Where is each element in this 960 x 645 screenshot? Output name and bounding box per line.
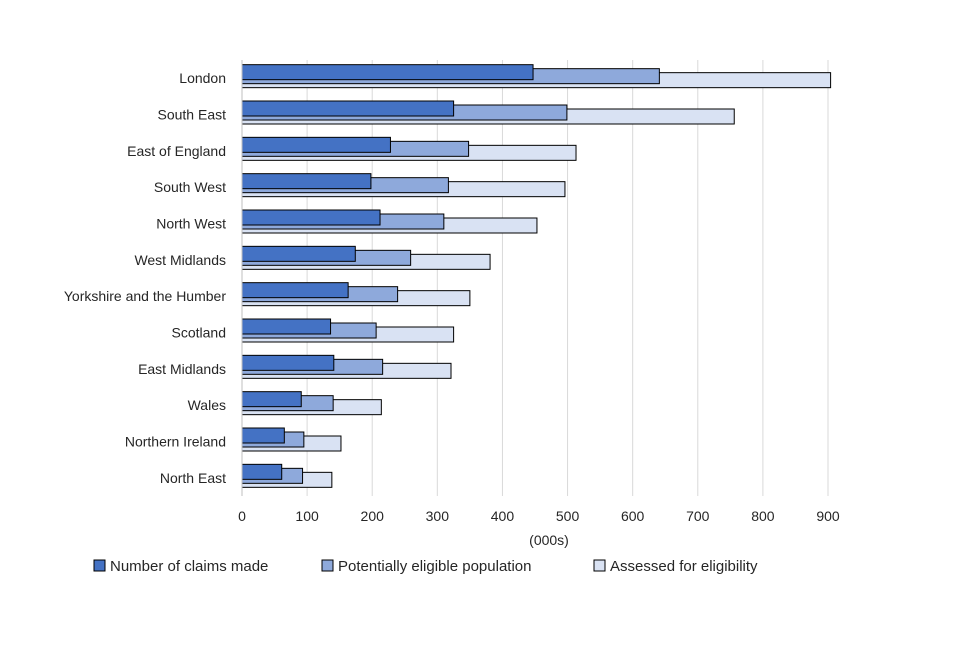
category-label-london: London <box>179 70 226 86</box>
bar-yorkshire-and-the-humber-number-of-claims-made <box>241 282 349 299</box>
category-labels: London South East East of England South Wes… <box>64 70 226 486</box>
x-tick-label-100: 100 <box>295 508 319 524</box>
legend-swatch-assessed-for-eligibility <box>593 559 606 572</box>
legend-label-potentially-eligible-population: Potentially eligible population <box>338 558 531 575</box>
category-label-scotland: Scotland <box>172 325 226 341</box>
x-tick-label-500: 500 <box>556 508 580 524</box>
bar-south-east-number-of-claims-made <box>241 100 455 117</box>
bar-east-of-england-number-of-claims-made <box>241 136 391 153</box>
category-label-northern-ireland: Northern Ireland <box>125 434 226 450</box>
x-tick-label-200: 200 <box>361 508 385 524</box>
x-tick-label-800: 800 <box>751 508 775 524</box>
bar-north-east-number-of-claims-made <box>241 463 283 480</box>
category-label-north-east: North East <box>160 470 226 486</box>
bar-west-midlands-number-of-claims-made <box>241 245 356 262</box>
category-label-wales: Wales <box>188 397 226 413</box>
x-tick-label-300: 300 <box>426 508 450 524</box>
legend-label-number-of-claims-made: Number of claims made <box>110 558 268 575</box>
bar-north-west-number-of-claims-made <box>241 209 381 226</box>
x-tick-label-0: 0 <box>238 508 246 524</box>
bar-wales-number-of-claims-made <box>241 391 302 408</box>
x-tick-label-400: 400 <box>491 508 515 524</box>
category-label-east-midlands: East Midlands <box>138 361 226 377</box>
x-axis-title: (000s) <box>529 532 569 548</box>
category-label-east-of-england: East of England <box>127 143 226 159</box>
bar-south-west-number-of-claims-made <box>241 173 372 190</box>
x-tick-label-900: 900 <box>816 508 840 524</box>
category-label-south-east: South East <box>158 107 227 123</box>
bar-scotland-number-of-claims-made <box>241 318 332 335</box>
legend-label-assessed-for-eligibility: Assessed for eligibility <box>610 558 758 575</box>
bar-london-number-of-claims-made <box>241 64 534 81</box>
legend: Number of claims made Potentially eligibl… <box>93 558 758 575</box>
bars <box>241 64 832 488</box>
tick-labels: 0 100 200 300 400 500 600 700 800 900 <box>238 508 840 524</box>
category-label-yorkshire-and-the-humber: Yorkshire and the Humber <box>64 288 226 304</box>
legend-swatch-number-of-claims-made <box>93 559 106 572</box>
x-tick-label-600: 600 <box>621 508 645 524</box>
bar-northern-ireland-number-of-claims-made <box>241 427 285 444</box>
category-label-south-west: South West <box>154 179 226 195</box>
x-tick-label-700: 700 <box>686 508 710 524</box>
legend-swatch-potentially-eligible-population <box>321 559 334 572</box>
gridlines <box>306 60 829 496</box>
category-label-north-west: North West <box>156 216 226 232</box>
category-label-west-midlands: West Midlands <box>134 252 226 268</box>
bar-east-midlands-number-of-claims-made <box>241 354 335 371</box>
